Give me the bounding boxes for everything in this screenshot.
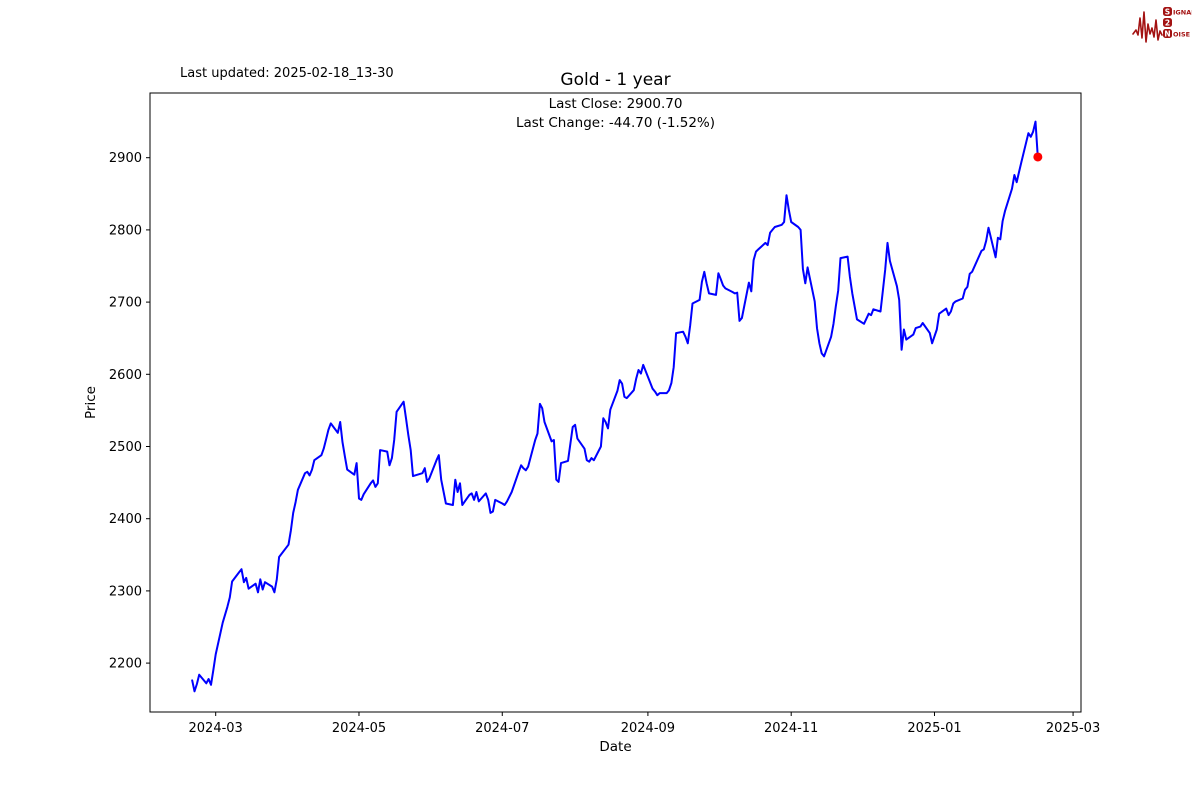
logo-badge-n-letter: N xyxy=(1164,29,1170,38)
x-tick-label: 2024-09 xyxy=(621,721,675,736)
last-change-label: Last Change: -44.70 (-1.52%) xyxy=(515,115,716,131)
logo-badge-s-letter: S xyxy=(1165,7,1170,16)
logo-badge-s xyxy=(1163,7,1172,16)
y-tick-label: 2900 xyxy=(109,151,142,166)
title-wrap: Gold - 1 year xyxy=(150,70,1081,90)
x-tick-label: 2024-03 xyxy=(189,721,243,736)
logo-badge-2 xyxy=(1163,18,1172,27)
price-line xyxy=(191,120,1039,693)
y-tick-label: 2400 xyxy=(109,512,142,527)
signal2noise-logo: S IGNAL 2 N OISE xyxy=(1132,7,1192,43)
last-close-marker xyxy=(1033,152,1043,162)
axes-frame xyxy=(149,92,1082,713)
x-axis-label: Date xyxy=(599,739,631,755)
waveform-icon xyxy=(1132,11,1163,43)
y-tick-label: 2200 xyxy=(109,657,142,672)
x-tick-label: 2025-03 xyxy=(1046,721,1100,736)
chart-title: Gold - 1 year xyxy=(560,70,671,90)
chart-annotation: Last Close: 2900.70 Last Change: -44.70 … xyxy=(150,95,1081,133)
y-tick-label: 2600 xyxy=(109,368,142,383)
logo-badge-n xyxy=(1163,29,1172,38)
x-tick-label: 2024-05 xyxy=(332,721,386,736)
y-tick-label: 2300 xyxy=(109,584,142,599)
y-tick-label: 2800 xyxy=(109,223,142,238)
logo-text-oise: OISE xyxy=(1173,30,1190,38)
logo-text-ignal: IGNAL xyxy=(1173,8,1192,16)
x-tick-label: 2024-07 xyxy=(475,721,529,736)
y-axis-label: Price xyxy=(83,386,99,419)
last-updated-label: Last updated: 2025-02-18_13-30 xyxy=(180,66,394,81)
x-tick-label: 2025-01 xyxy=(907,721,961,736)
logo-badge-2-digit: 2 xyxy=(1165,18,1170,27)
y-tick-label: 2500 xyxy=(109,440,142,455)
last-close-label: Last Close: 2900.70 xyxy=(548,96,683,112)
y-tick-label: 2700 xyxy=(109,296,142,311)
x-tick-label: 2024-11 xyxy=(764,721,818,736)
